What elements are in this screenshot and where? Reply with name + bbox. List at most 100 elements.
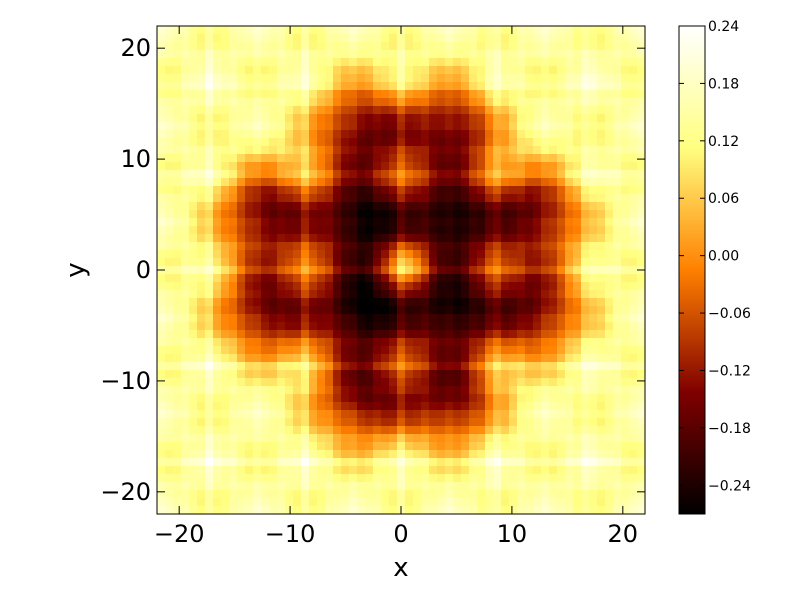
heatmap-cell xyxy=(413,250,422,259)
heatmap-cell xyxy=(213,146,222,155)
heatmap-cell xyxy=(485,362,494,371)
heatmap-cell xyxy=(565,162,574,171)
heatmap-cell xyxy=(285,90,294,99)
heatmap-cell xyxy=(269,226,278,235)
heatmap-cell xyxy=(205,346,214,355)
heatmap-cell xyxy=(477,226,486,235)
heatmap-cell xyxy=(325,426,334,435)
heatmap-cell xyxy=(597,122,606,131)
heatmap-cell xyxy=(285,314,294,323)
heatmap-cell xyxy=(557,306,566,315)
heatmap-cell xyxy=(613,138,622,147)
heatmap-cell xyxy=(269,506,278,515)
heatmap-cell xyxy=(205,58,214,67)
heatmap-cell xyxy=(501,42,510,51)
heatmap-cell xyxy=(405,506,414,515)
heatmap-cell xyxy=(557,434,566,443)
heatmap-cell xyxy=(253,306,262,315)
heatmap-cell xyxy=(453,146,462,155)
heatmap-cell xyxy=(221,386,230,395)
heatmap-cell xyxy=(245,322,254,331)
heatmap-cell xyxy=(429,162,438,171)
heatmap-cell xyxy=(493,506,502,515)
heatmap-cell xyxy=(469,266,478,275)
heatmap-cell xyxy=(229,186,238,195)
heatmap-cell xyxy=(221,234,230,243)
heatmap-cell xyxy=(573,226,582,235)
heatmap-cell xyxy=(205,34,214,43)
heatmap-cell xyxy=(333,346,342,355)
heatmap-cell xyxy=(189,434,198,443)
heatmap-cell xyxy=(461,306,470,315)
heatmap-cell xyxy=(589,330,598,339)
heatmap-cell xyxy=(173,338,182,347)
heatmap-cell xyxy=(285,186,294,195)
heatmap-cell xyxy=(325,186,334,195)
heatmap-cell xyxy=(381,194,390,203)
heatmap-cell xyxy=(501,194,510,203)
heatmap-cell xyxy=(501,218,510,227)
heatmap-cell xyxy=(221,394,230,403)
heatmap-cell xyxy=(421,322,430,331)
heatmap-cell xyxy=(629,98,638,107)
heatmap-cell xyxy=(517,322,526,331)
heatmap-cell xyxy=(605,170,614,179)
heatmap-cell xyxy=(477,458,486,467)
heatmap-cell xyxy=(613,146,622,155)
heatmap-cell xyxy=(341,330,350,339)
heatmap-cell xyxy=(541,482,550,491)
heatmap-cell xyxy=(221,338,230,347)
heatmap-cell xyxy=(525,226,534,235)
heatmap-cell xyxy=(333,162,342,171)
heatmap-cell xyxy=(573,122,582,131)
heatmap-cell xyxy=(445,458,454,467)
heatmap-cell xyxy=(325,330,334,339)
heatmap-cell xyxy=(165,362,174,371)
heatmap-cell xyxy=(221,178,230,187)
heatmap-cell xyxy=(405,490,414,499)
heatmap-cell xyxy=(253,34,262,43)
heatmap-cell xyxy=(357,106,366,115)
heatmap-cell xyxy=(357,42,366,51)
heatmap-cell xyxy=(485,506,494,515)
heatmap-cell xyxy=(621,378,630,387)
heatmap-cell xyxy=(261,194,270,203)
heatmap-cell xyxy=(221,498,230,507)
heatmap-cell xyxy=(493,50,502,59)
heatmap-cell xyxy=(613,250,622,259)
heatmap-cell xyxy=(629,162,638,171)
heatmap-cell xyxy=(237,42,246,51)
heatmap-cell xyxy=(533,426,542,435)
heatmap-cell xyxy=(557,58,566,67)
heatmap-cell xyxy=(173,322,182,331)
heatmap-cell xyxy=(501,162,510,171)
heatmap-cell xyxy=(213,106,222,115)
heatmap-cell xyxy=(605,90,614,99)
heatmap-cell xyxy=(493,106,502,115)
heatmap-cell xyxy=(469,482,478,491)
heatmap-cell xyxy=(173,466,182,475)
heatmap-cell xyxy=(269,250,278,259)
heatmap-cell xyxy=(509,282,518,291)
heatmap-cell xyxy=(365,210,374,219)
heatmap-cell xyxy=(229,194,238,203)
heatmap-cell xyxy=(357,146,366,155)
heatmap-cell xyxy=(189,42,198,51)
heatmap-cell xyxy=(461,234,470,243)
heatmap-cell xyxy=(549,170,558,179)
heatmap-cell xyxy=(165,234,174,243)
heatmap-cell xyxy=(293,322,302,331)
heatmap-cell xyxy=(373,242,382,251)
heatmap-cell xyxy=(229,474,238,483)
heatmap-cell xyxy=(173,202,182,211)
heatmap-cell xyxy=(253,322,262,331)
heatmap-cell xyxy=(173,146,182,155)
heatmap-cell xyxy=(605,418,614,427)
heatmap-cell xyxy=(557,402,566,411)
heatmap-cell xyxy=(181,138,190,147)
heatmap-cell xyxy=(157,226,166,235)
heatmap-cell xyxy=(261,490,270,499)
heatmap-cell xyxy=(213,82,222,91)
heatmap-cell xyxy=(525,242,534,251)
heatmap-cell xyxy=(429,106,438,115)
